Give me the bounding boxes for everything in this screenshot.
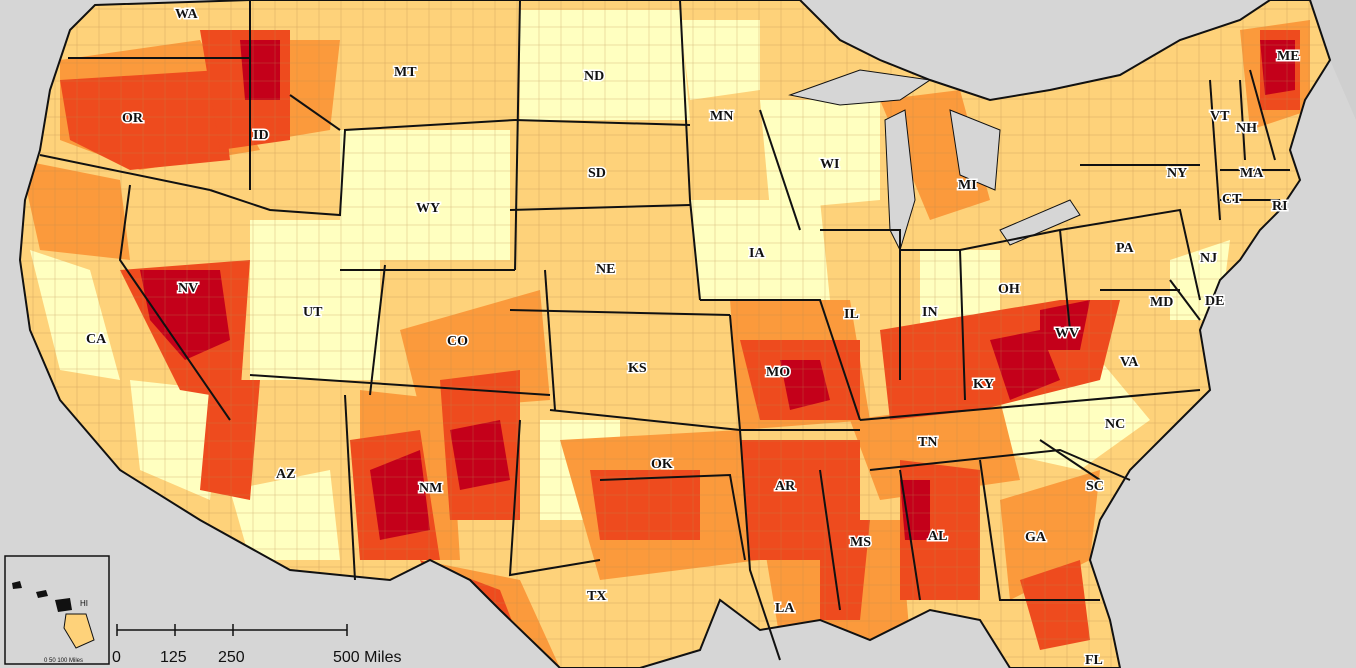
state-label-wy: WY [416, 201, 440, 216]
scale-bar-tick-125: 125 [160, 649, 187, 666]
state-boundaries [39, 0, 1290, 661]
state-label-ny: NY [1167, 166, 1187, 181]
state-label-sc: SC [1086, 479, 1104, 494]
state-label-nv: NV [178, 281, 198, 296]
lake-superior [788, 69, 932, 106]
state-label-ma: MA [1240, 166, 1264, 181]
hawaii-inset-scale: 0 50 100 Miles [44, 658, 83, 664]
state-label-la: LA [775, 601, 795, 616]
state-label-va: VA [1120, 355, 1139, 370]
state-label-ne: NE [596, 262, 615, 277]
state-label-al: AL [928, 529, 947, 544]
state-label-mi: MI [958, 178, 977, 193]
state-label-id: ID [253, 128, 269, 143]
state-label-nh: NH [1236, 121, 1257, 136]
state-label-wv: WV [1055, 326, 1079, 341]
state-label-sd: SD [588, 166, 606, 181]
hawaii-inset-label: HI [80, 599, 88, 608]
state-label-mo: MO [766, 365, 790, 380]
state-label-nm: NM [419, 481, 442, 496]
scale-bar-tick-250: 250 [218, 649, 245, 666]
state-label-vt: VT [1210, 109, 1230, 124]
state-label-or: OR [122, 111, 144, 126]
state-label-nc: NC [1105, 417, 1125, 432]
state-label-mn: MN [710, 109, 733, 124]
hawaii-island-big [63, 613, 95, 649]
state-label-oh: OH [998, 282, 1020, 297]
state-label-ct: CT [1222, 192, 1242, 207]
state-label-ar: AR [775, 479, 796, 494]
state-label-tx: TX [587, 589, 606, 604]
state-label-wa: WA [175, 7, 198, 22]
scale-bar: 0 125 250 500 Miles [112, 624, 401, 666]
hawaii-island-kauai [12, 581, 22, 589]
state-label-co: CO [447, 334, 468, 349]
state-label-ri: RI [1272, 199, 1288, 214]
hawaii-inset: HI 0 50 100 Miles [4, 555, 110, 665]
lake-huron [949, 109, 1001, 191]
state-label-ks: KS [628, 361, 647, 376]
state-label-ut: UT [303, 305, 323, 320]
hawaii-inset-frame [4, 555, 110, 665]
state-label-ok: OK [651, 457, 673, 472]
scale-bar-tick-500: 500 Miles [333, 649, 401, 666]
hawaii-island-maui [55, 598, 72, 612]
state-label-wi: WI [820, 157, 839, 172]
state-label-in: IN [922, 305, 938, 320]
state-labels: WA OR CA ID NV MT WY UT AZ CO NM ND SD N… [85, 6, 1302, 668]
state-label-de: DE [1205, 294, 1224, 309]
us-outline [18, 0, 1332, 668]
state-label-ca: CA [86, 332, 107, 347]
state-label-fl: FL [1085, 653, 1103, 668]
state-label-ia: IA [749, 246, 765, 261]
state-label-md: MD [1150, 295, 1173, 310]
lake-michigan [884, 109, 916, 252]
state-label-mt: MT [394, 65, 417, 80]
state-label-me: ME [1277, 49, 1300, 64]
state-label-nj: NJ [1200, 251, 1217, 266]
state-label-ky: KY [973, 377, 994, 392]
state-label-az: AZ [276, 467, 295, 482]
state-label-il: IL [844, 307, 859, 322]
scale-bar-tick-0: 0 [112, 649, 121, 666]
state-label-ms: MS [850, 535, 871, 550]
state-label-pa: PA [1116, 241, 1135, 256]
state-label-tn: TN [918, 435, 937, 450]
hawaii-island-oahu [36, 590, 48, 598]
state-label-nd: ND [584, 69, 604, 84]
state-label-ga: GA [1025, 530, 1047, 545]
